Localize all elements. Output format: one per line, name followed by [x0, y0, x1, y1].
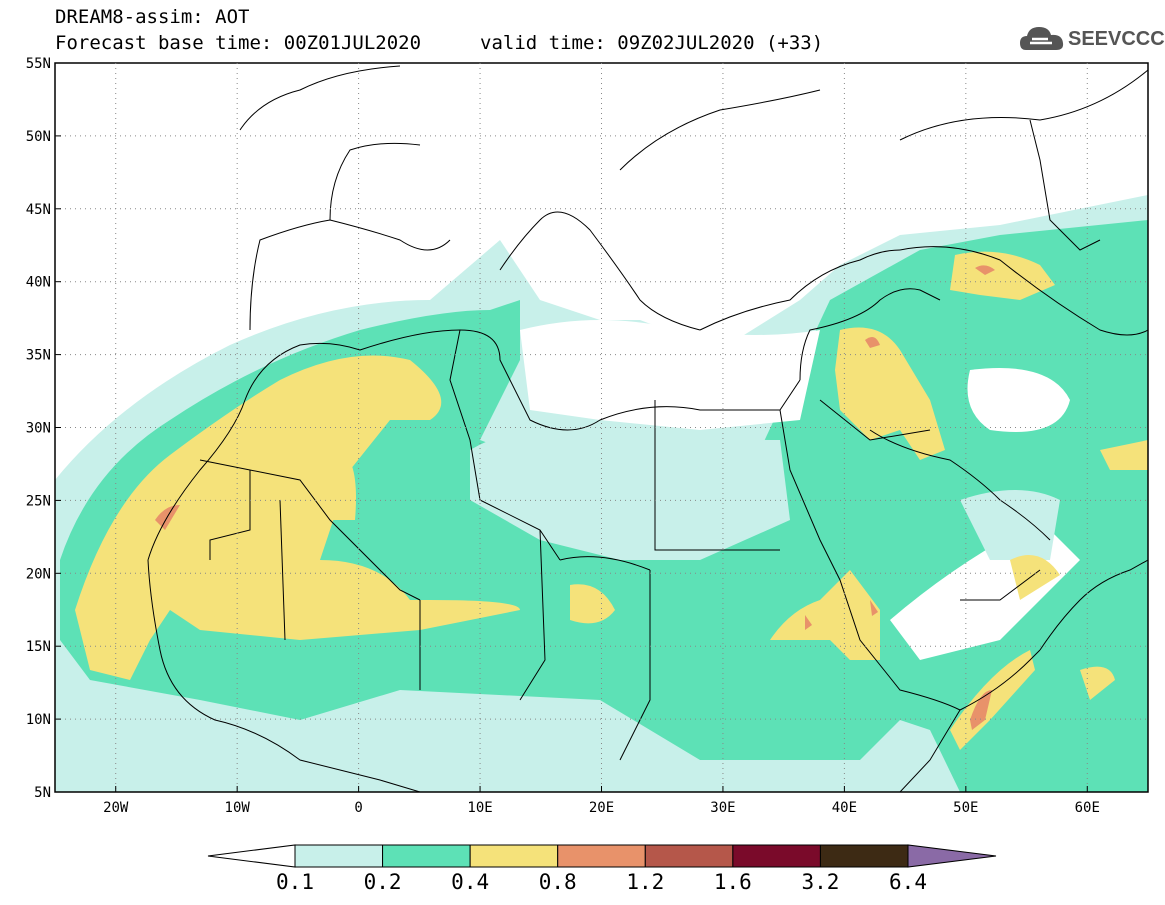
lat-tick-label: 25N: [26, 493, 51, 509]
colorbar-segment: [732, 844, 821, 868]
lon-tick-label: 50E: [953, 800, 978, 816]
valid-time: valid time: 09Z02JUL2020 (+33): [480, 32, 824, 54]
lat-tick-label: 35N: [26, 348, 51, 364]
lat-tick-label: 10N: [26, 712, 51, 728]
lat-tick-label: 15N: [26, 639, 51, 655]
colorbar-segment: [644, 844, 734, 868]
colorbar-label: 0.1: [276, 870, 314, 894]
aot-band-0.1: [55, 195, 1148, 792]
lat-tick-label: 40N: [26, 275, 51, 291]
colorbar-label: 3.2: [801, 870, 840, 894]
colorbar-label: 1.6: [713, 870, 752, 894]
lat-tick-label: 30N: [26, 421, 51, 437]
lat-tick-label: 55N: [26, 56, 51, 72]
logo-text: SEEVCCC: [1068, 28, 1165, 50]
colorbar-label: 0.2: [363, 870, 402, 894]
lon-tick-label: 40E: [832, 800, 857, 816]
colorbar-label: 1.2: [626, 870, 665, 894]
coastlines: [147, 65, 1148, 792]
lon-tick-label: 10E: [467, 800, 492, 816]
seevccc-logo: SEEVCCC: [1018, 22, 1165, 56]
aot-band-0.2: [60, 220, 1148, 792]
map-title: DREAM8-assim: AOT: [55, 6, 250, 28]
colorbar-label: 0.4: [451, 870, 490, 894]
colorbar-under-triangle: [207, 844, 296, 868]
aot-band-0.8: [155, 265, 995, 730]
lon-tick-label: 0: [354, 800, 362, 816]
colorbar-label: 6.4: [889, 870, 927, 894]
lon-tick-label: 30E: [710, 800, 735, 816]
lat-tick-label: 20N: [26, 566, 51, 582]
lat-tick-label: 50N: [26, 129, 51, 145]
colorbar-segment: [469, 844, 559, 868]
axis-ticks: 55N 50N 45N 40N 35N 30N 25N 20N 15N 10N 5N 20W 10W 0 1…: [26, 56, 1100, 816]
colorbar: [207, 844, 997, 868]
map-frame: [54, 62, 1149, 793]
colorbar-over-triangle: [907, 844, 997, 868]
lon-tick-label: 20W: [103, 800, 129, 816]
colorbar-label: 0.8: [538, 870, 577, 894]
lon-tick-label: 60E: [1075, 800, 1100, 816]
cloud-icon: [1020, 27, 1064, 50]
forecast-base-time: Forecast base time: 00Z01JUL2020: [55, 32, 422, 54]
lon-tick-label: 10W: [225, 800, 251, 816]
aot-band-0.4: [75, 251, 1148, 750]
lon-tick-label: 20E: [589, 800, 614, 816]
colorbar-segment: [382, 844, 471, 868]
graticule: [55, 63, 1148, 792]
colorbar-segment: [557, 844, 646, 868]
colorbar-segment: [294, 844, 384, 868]
colorbar-segment: [819, 844, 909, 868]
lat-tick-label: 45N: [26, 202, 51, 218]
lat-tick-label: 5N: [34, 785, 51, 801]
aot-field: [55, 195, 1148, 792]
